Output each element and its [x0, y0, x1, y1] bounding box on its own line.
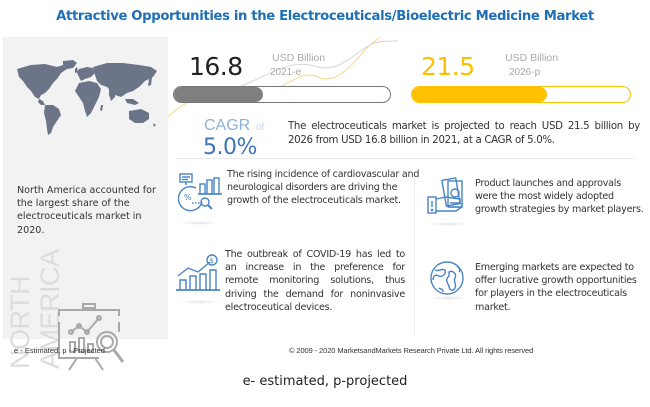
highlight-text-4: Emerging markets are expected to offer l…: [475, 262, 637, 313]
icon-shadow: [180, 300, 218, 304]
projected-market-bar-fill: [412, 87, 548, 102]
footer-legend: e - Estimated, p - Projected: [14, 346, 105, 355]
column-divider: [414, 172, 415, 336]
cagr-of-label: of: [256, 122, 265, 133]
growth-chart-dollar-icon: $: [176, 254, 220, 291]
globe-icon: [430, 261, 464, 295]
icon-shadow: [180, 221, 218, 225]
projected-market-value: 21.5: [421, 52, 475, 81]
world-map-icon: [17, 60, 157, 135]
projected-market-year: 2026-p: [509, 67, 541, 78]
highlight-text-2: The outbreak of COVID-19 has led to an i…: [225, 249, 405, 313]
svg-text:%: %: [184, 193, 192, 202]
cagr-value: 5.0%: [203, 135, 257, 160]
current-market-value: 16.8: [189, 52, 243, 81]
current-market-bar: [173, 86, 391, 103]
projected-market-unit: USD Billion: [505, 52, 559, 64]
current-market-bar-fill: [174, 87, 263, 102]
presentation-analytics-icon: [58, 303, 125, 371]
infographic-title: Attractive Opportunities in the Electroc…: [56, 9, 594, 24]
region-label-line1: NORTH: [5, 275, 35, 369]
svg-text:$: $: [210, 257, 214, 265]
current-market-unit: USD Billion: [272, 52, 326, 64]
section-divider: [175, 158, 635, 159]
icon-shadow: [430, 222, 468, 226]
icon-shadow: [430, 296, 468, 300]
highlight-text-3: Product launches and approvals were the …: [475, 178, 644, 216]
region-summary-text: North America accounted for the largest …: [17, 185, 156, 236]
image-caption: e- estimated, p-projected: [242, 374, 408, 389]
highlight-text-1: The rising incidence of cardiovascular a…: [227, 169, 420, 207]
hand-money-icon: [427, 177, 463, 214]
cagr-label: CAGR: [204, 117, 251, 134]
market-summary-text: The electroceuticals market is projected…: [288, 121, 640, 146]
projected-market-bar: [411, 86, 631, 103]
region-panel: North America accounted for the largest …: [3, 37, 168, 371]
footer-copyright: © 2009 - 2020 MarketsandMarkets Research…: [289, 346, 534, 355]
analytics-percent-icon: %: [178, 173, 222, 212]
current-market-year: 2021-e: [270, 67, 302, 78]
